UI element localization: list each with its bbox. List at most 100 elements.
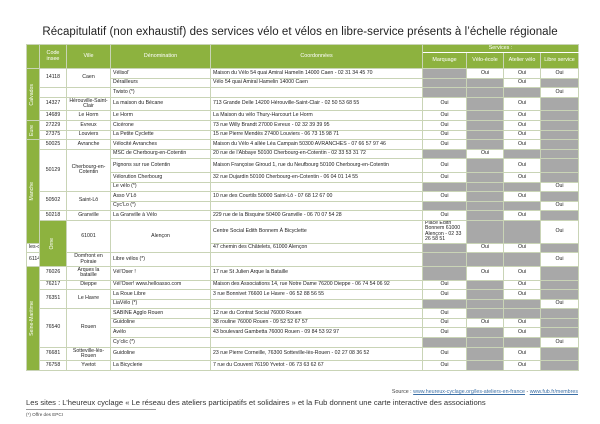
code-insee-cell: 50025: [39, 139, 67, 150]
ville-cell: Rouen: [66, 308, 111, 348]
department-label: Orne: [39, 219, 67, 267]
libre-service-cell: [539, 308, 580, 319]
coordonnees-cell: Maison des Associations 14, rue Notre Da…: [210, 279, 423, 291]
coordonnees-cell: 3 rue Bonnivet 76600 Le Havre - 06 52 88…: [210, 289, 423, 300]
source-link-heureux-cyclage[interactable]: www.heureux-cyclage.org/les-ateliers-en-…: [413, 389, 525, 395]
marquage-cell: [422, 265, 467, 281]
atelier-velo-cell: Oui: [503, 96, 541, 112]
libre-service-cell: Oui: [539, 87, 580, 98]
table-row: Orne 61001 Alençon Centre Social Edith Bonn…: [27, 219, 580, 267]
marquage-cell: Oui: [422, 317, 467, 329]
atelier-velo-cell: [503, 298, 541, 310]
marquage-cell: Oui: [422, 158, 467, 173]
ville-cell: Cherbourg-en-Cotentin: [66, 148, 111, 193]
table-row: Guidoline 38 rouline 76000 Rouen - 09 52 …: [27, 317, 580, 329]
coordonnees-cell: Vélo 54 quai Amiral Hamelin 14000 Caen: [210, 77, 423, 89]
marquage-cell: Oui: [422, 327, 467, 339]
denomination-cell: Vélorution Cherbourg: [110, 171, 211, 183]
ville-cell: Avranche: [66, 139, 111, 150]
marquage-cell: [466, 219, 504, 244]
ville-cell: Granville: [66, 210, 111, 221]
denomination-cell: Vélocité Avranches: [110, 139, 211, 150]
velo-ecole-cell: Oui: [466, 265, 504, 281]
table-row: 14327 Hérouville-Saint-Clair La maison du …: [27, 96, 580, 112]
table-row: Seine-Maritime 76026 Arques la bataille Vél…: [26, 265, 580, 371]
libre-service-cell: Oui: [539, 181, 580, 193]
libre-service-cell: [539, 289, 580, 300]
atelier-velo-cell: Oui: [503, 265, 541, 281]
department-name: Seine-Maritime: [29, 300, 36, 336]
code-insee-cell: 76351: [39, 289, 67, 310]
coordonnees-cell: 229 rue de la Bisquine 50400 Granville -…: [210, 210, 423, 221]
header-marquage: Marquage: [422, 52, 467, 69]
marquage-cell: [422, 200, 467, 212]
coordonnees-cell: 20 rue de l’Abbaye 50100 Cherbourg-en-Co…: [210, 148, 423, 160]
atelier-velo-cell: Oui: [503, 77, 541, 89]
denomination-cell: Le Horm: [110, 110, 211, 121]
department-name: Manche: [29, 182, 36, 201]
header-dept: [26, 44, 40, 69]
denomination-cell: La Petite Cyclette: [110, 129, 211, 141]
denomination-cell: Centre Social Edith Bonnem À Bicyclette: [210, 219, 423, 244]
coordonnees-cell: 23 rue Pierre Corneille, 76300 Sottevill…: [210, 346, 423, 362]
table-row: Vélorution Cherbourg 32 rue Dujardin 5010…: [27, 171, 580, 183]
velo-ecole-cell: [466, 346, 504, 362]
coordonnees-cell: [210, 298, 423, 310]
marquage-cell: [422, 181, 467, 193]
coordonnees-cell: Place Edith Bonnem 61000 Alençon - 02 33…: [422, 219, 467, 244]
libre-service-cell: [539, 210, 580, 221]
denomination-cell: La Bicyclerie: [110, 360, 211, 371]
libre-service-cell: [539, 110, 580, 121]
header-services: Services :: [421, 44, 580, 53]
source-link-fub[interactable]: www.fub.fr/membres: [529, 389, 578, 395]
code-insee-cell: 50129: [39, 148, 67, 193]
marquage-cell: [422, 242, 467, 254]
ville-cell: Louviers: [66, 129, 111, 141]
source-separator: -: [525, 389, 530, 395]
coordonnees-cell: 47 chemin des Châtelets, 61000 Alençon: [210, 242, 423, 254]
atelier-velo-cell: Oui: [503, 317, 541, 329]
atelier-velo-cell: Oui: [503, 327, 541, 339]
atelier-velo-cell: Oui: [539, 219, 580, 244]
marquage-cell: Oui: [422, 210, 467, 221]
atelier-velo-cell: Oui: [503, 129, 541, 141]
velo-ecole-cell: [503, 219, 541, 244]
header-velo-ecole: Vélo-école: [466, 52, 504, 69]
denomination-cell: Vélisol’: [110, 68, 211, 79]
marquage-cell: Oui: [422, 346, 467, 362]
marquage-cell: Oui: [422, 289, 467, 300]
coordonnees-cell: 17 rue St Julien Arque la Bataille: [210, 265, 423, 281]
ville-cell: Le Havre: [66, 289, 111, 310]
ville-cell: Caen: [66, 67, 111, 89]
libre-service-cell: [539, 317, 580, 329]
velo-ecole-cell: Oui: [466, 317, 504, 329]
denomination-cell: Vél’Oser !: [110, 265, 211, 281]
velo-ecole-cell: [466, 119, 504, 131]
code-insee-cell: 27375: [39, 129, 67, 141]
marquage-cell: [422, 87, 467, 98]
coordonnees-cell: [210, 200, 423, 212]
department-name: Calvados: [29, 83, 36, 106]
velo-ecole-cell: [466, 210, 504, 221]
libre-service-cell: [539, 327, 580, 339]
libre-service-cell: Oui: [539, 252, 580, 267]
atelier-velo-cell: [503, 148, 541, 160]
coordonnees-cell: [210, 87, 423, 98]
department-label: Manche: [26, 139, 40, 244]
marquage-cell: Oui: [422, 110, 467, 121]
denomination-cell: Pignons sur rue Cotentin: [110, 158, 211, 173]
coordonnees-cell: Maison Françoise Giroud 1, rue du Neufbo…: [210, 158, 423, 173]
atelier-velo-cell: Oui: [503, 279, 541, 291]
department-name: Orne: [49, 237, 56, 250]
coordonnees-cell: Maison du Vélo 4 allée Léa Campain 50300…: [210, 139, 423, 150]
denomination-cell: Dérailleurs: [110, 77, 211, 89]
velo-ecole-cell: [466, 252, 504, 267]
denomination-cell: La Granville à Vélo: [110, 210, 211, 221]
velo-ecole-cell: [466, 110, 504, 121]
denomination-cell: MSC de Cherbourg-en-Cotentin: [110, 148, 211, 160]
services-table: Code insee Ville Dénomination Coordonnée…: [26, 44, 580, 371]
ville-cell: Hérouville-Saint-Clair: [66, 96, 111, 112]
velo-ecole-cell: Oui: [466, 242, 504, 254]
velo-ecole-cell: Oui: [466, 148, 504, 160]
denomination-cell: Twisto (*): [110, 87, 211, 98]
